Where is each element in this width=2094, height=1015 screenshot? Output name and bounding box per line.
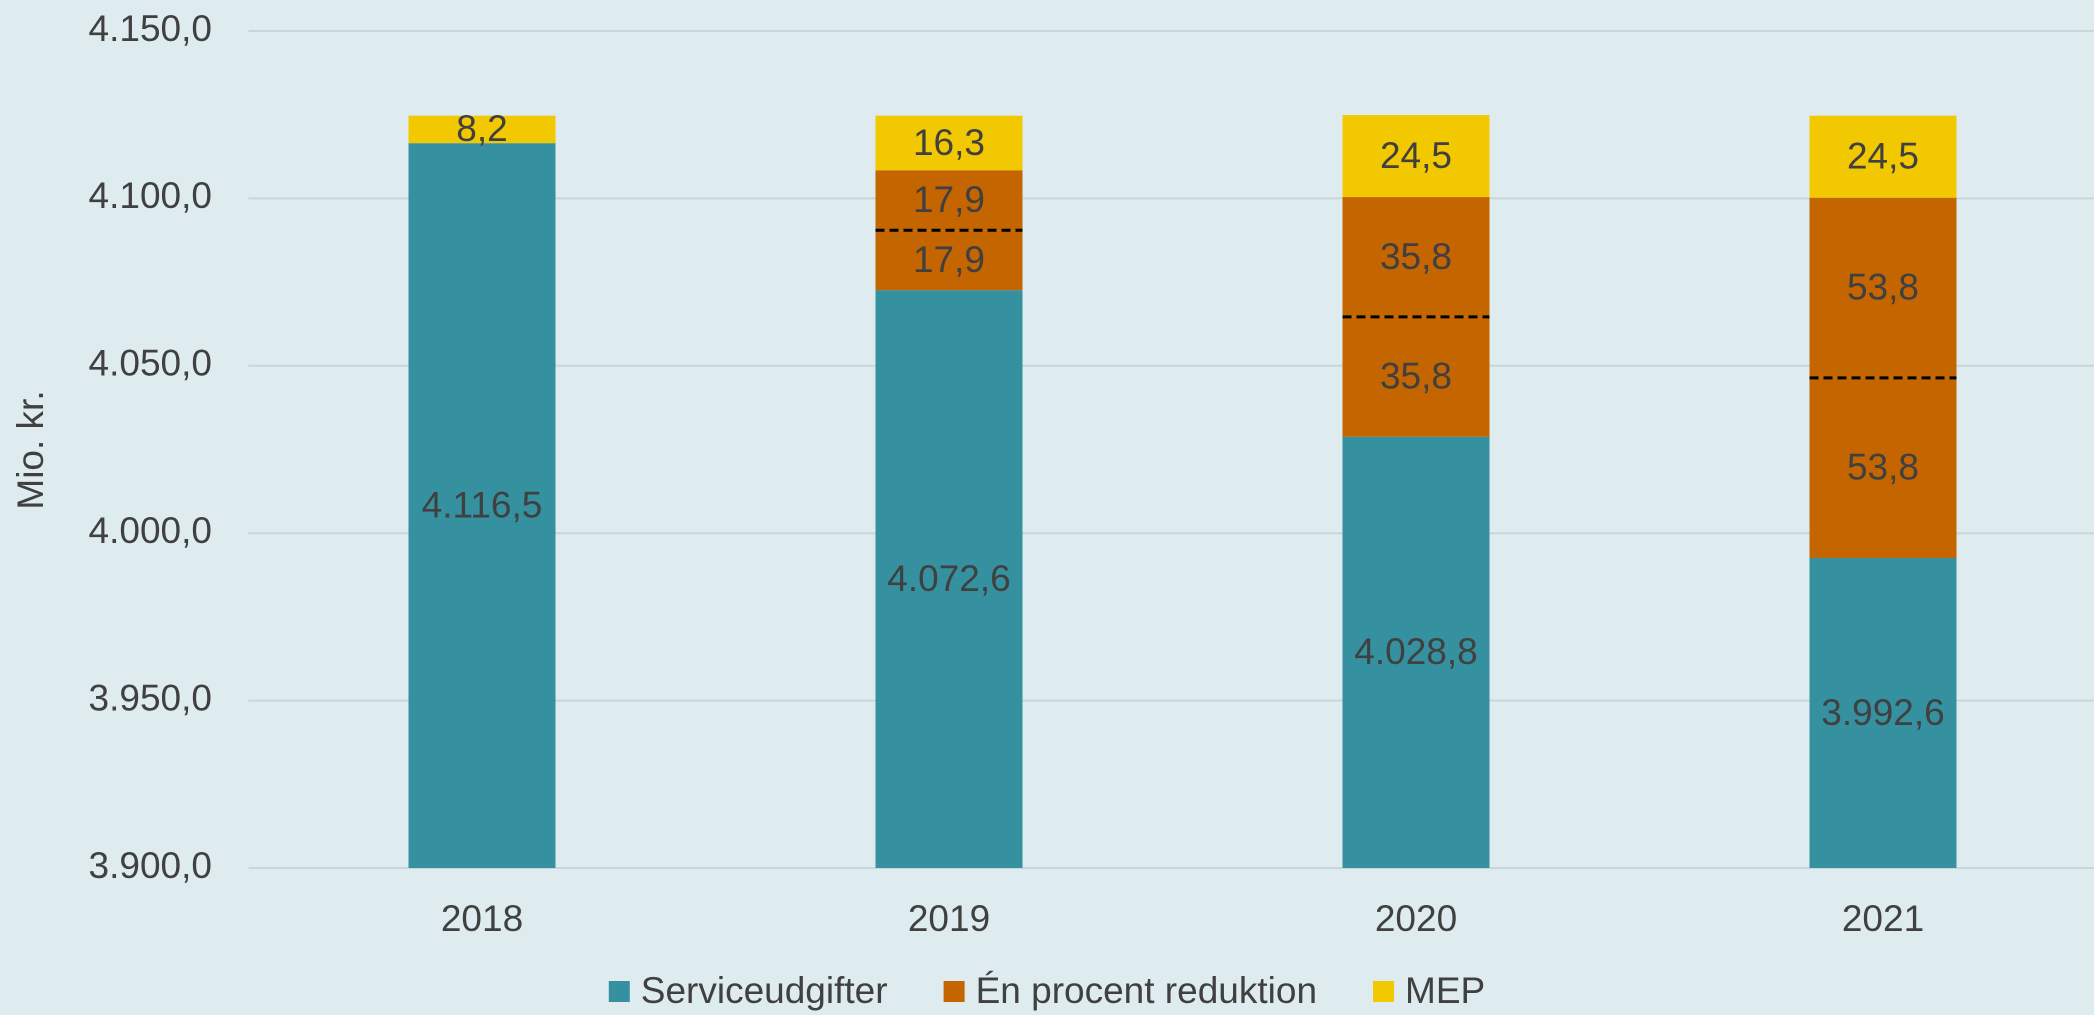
- x-tick-label: 2019: [908, 898, 990, 939]
- bar-segment: [875, 170, 1023, 231]
- bar-segment: [408, 143, 556, 868]
- legend-swatch: [943, 981, 965, 1002]
- bar-segment: [875, 115, 1023, 171]
- bar-segment: [1809, 377, 1957, 558]
- y-tick-label: 4.100,0: [89, 175, 212, 216]
- data-label: 24,5: [1847, 135, 1919, 176]
- legend-label: Serviceudgifter: [641, 970, 888, 1011]
- data-label: 24,5: [1380, 135, 1452, 176]
- bar-segment: [1342, 115, 1490, 198]
- bar-segment: [1342, 316, 1490, 437]
- bar-segment: [1342, 436, 1490, 868]
- y-tick-label: 3.900,0: [89, 845, 212, 886]
- x-tick-label: 2020: [1375, 898, 1457, 939]
- data-label: 4.116,5: [422, 484, 543, 525]
- data-label: 53,8: [1847, 267, 1919, 308]
- x-tick-label: 2021: [1842, 898, 1924, 939]
- data-label: 17,9: [913, 239, 985, 280]
- bar-segment: [875, 290, 1023, 868]
- legend-label: MEP: [1405, 970, 1485, 1011]
- data-label: 16,3: [913, 122, 985, 163]
- legend-label: Én procent reduktion: [976, 970, 1317, 1011]
- bar-segment: [1342, 197, 1490, 317]
- bar-segment: [1809, 197, 1957, 378]
- data-label: 4.028,8: [1354, 631, 1477, 672]
- y-tick-label: 4.050,0: [89, 343, 212, 384]
- data-label: 35,8: [1380, 236, 1452, 277]
- y-axis-label: Mio. kr.: [10, 390, 51, 509]
- data-label: 17,9: [913, 179, 985, 220]
- data-label: 53,8: [1847, 447, 1919, 488]
- data-label: 3.992,6: [1821, 692, 1944, 733]
- bar-segment: [1809, 115, 1957, 198]
- bar-segment: [408, 115, 556, 144]
- data-label: 8,2: [456, 108, 507, 149]
- x-tick-label: 2018: [441, 898, 523, 939]
- bar-segment: [1809, 557, 1957, 868]
- y-tick-label: 3.950,0: [89, 677, 212, 718]
- data-label: 4.072,6: [887, 558, 1010, 599]
- legend-swatch: [608, 981, 630, 1002]
- y-tick-label: 4.150,0: [89, 8, 212, 49]
- data-label: 35,8: [1380, 356, 1452, 397]
- y-tick-label: 4.000,0: [89, 510, 212, 551]
- legend-swatch: [1373, 981, 1395, 1002]
- bar-segment: [875, 230, 1023, 291]
